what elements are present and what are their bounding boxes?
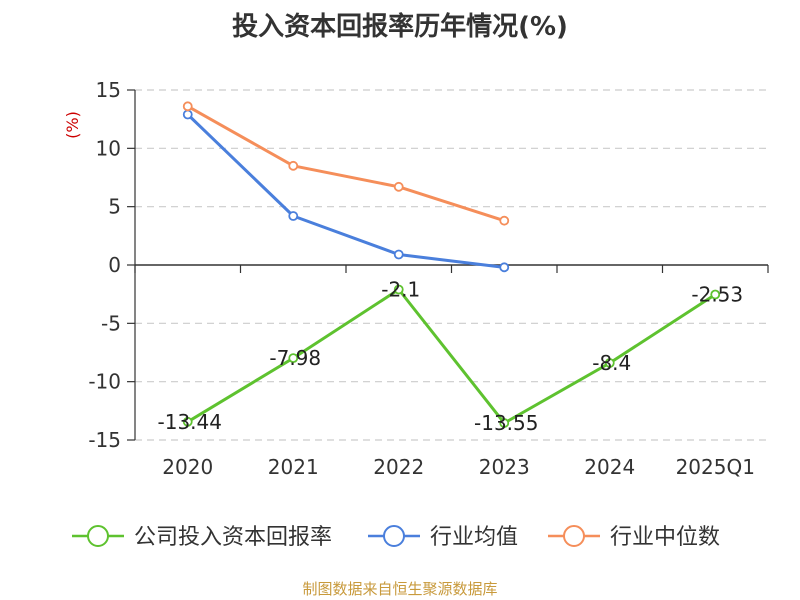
legend-item[interactable]: 行业均值 xyxy=(368,525,518,550)
data-point xyxy=(288,211,299,221)
y-tick-label: -15 xyxy=(88,428,121,452)
data-point xyxy=(182,109,193,120)
series-lines xyxy=(182,101,721,428)
grid-lines xyxy=(135,89,768,441)
y-tick-label: 10 xyxy=(96,136,121,160)
data-label: -2.53 xyxy=(691,283,743,307)
legend-marker xyxy=(87,525,109,547)
y-tick-label: 5 xyxy=(108,195,121,219)
axes: 15 10 5 0 -5 -10 -15 (%) 2020 2021 2022 2023 2024 202… xyxy=(63,78,769,479)
series-line xyxy=(186,288,717,425)
x-tick-label: 2020 xyxy=(162,455,213,479)
data-point xyxy=(393,249,404,260)
legend-item[interactable]: 公司投入资本回报率 xyxy=(72,525,332,550)
data-label: -2.1 xyxy=(381,278,420,302)
data-point xyxy=(499,215,510,226)
data-point xyxy=(393,284,404,295)
data-labels: -13.44 -7.98 -2.1 -13.55 -8.4 -2.53 xyxy=(158,278,744,436)
legend-item[interactable]: 行业中位数 xyxy=(548,525,720,550)
data-point xyxy=(499,418,510,428)
y-tick-label: -5 xyxy=(101,311,121,335)
x-tick-label: 2021 xyxy=(268,455,319,479)
data-label: -13.44 xyxy=(158,410,222,434)
legend-label: 行业均值 xyxy=(430,525,518,550)
legend-label: 行业中位数 xyxy=(610,525,720,550)
y-tick-label: 0 xyxy=(108,253,121,277)
data-point xyxy=(182,101,193,112)
data-point xyxy=(604,358,615,368)
legend-marker xyxy=(563,525,585,547)
data-label: -7.98 xyxy=(269,346,321,370)
data-point xyxy=(182,416,193,427)
data-point xyxy=(499,262,510,273)
data-label: -8.4 xyxy=(592,351,631,375)
y-axis-label: (%) xyxy=(63,111,82,139)
x-tick-label: 2025Q1 xyxy=(676,455,755,479)
chart-title: 投入资本回报率历年情况(%) xyxy=(232,12,568,42)
x-tick-label: 2024 xyxy=(584,455,635,479)
series-line xyxy=(186,113,505,269)
y-tick-label: 15 xyxy=(96,78,121,102)
data-point xyxy=(288,353,299,364)
data-point xyxy=(288,160,299,171)
legend-marker xyxy=(383,525,405,547)
data-point xyxy=(710,289,721,300)
x-tick-label: 2023 xyxy=(479,455,530,479)
y-tick-label: -10 xyxy=(88,370,121,394)
legend[interactable]: 公司投入资本回报率 行业均值 行业中位数 xyxy=(72,525,720,550)
x-tick-label: 2022 xyxy=(373,455,424,479)
legend-label: 公司投入资本回报率 xyxy=(134,525,332,550)
source-note: 制图数据来自恒生聚源数据库 xyxy=(302,580,498,598)
data-label: -13.55 xyxy=(474,411,538,435)
data-point xyxy=(393,181,404,192)
series-line xyxy=(187,105,505,223)
